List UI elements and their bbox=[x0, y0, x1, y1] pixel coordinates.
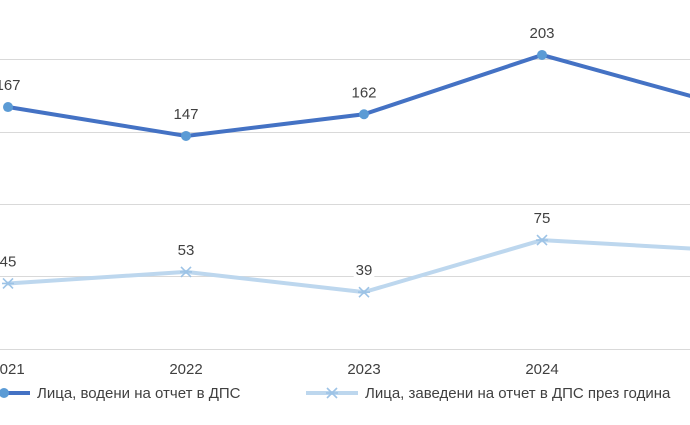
x-tick-label: 2022 bbox=[169, 361, 202, 378]
data-label: 39 bbox=[356, 262, 373, 279]
data-label-background bbox=[527, 22, 557, 41]
data-label-background bbox=[349, 82, 379, 101]
data-point bbox=[180, 266, 192, 278]
data-label-background bbox=[171, 103, 201, 122]
legend-label: Лица, заведени на отчет в ДПС през годин… bbox=[365, 385, 671, 402]
data-label: 162 bbox=[351, 84, 376, 101]
data-label: 75 bbox=[534, 210, 551, 227]
legend-item-2: Лица, заведени на отчет в ДПС през годин… bbox=[306, 385, 671, 402]
legend: Лица, водени на отчет в ДПС Лица, заведен… bbox=[0, 385, 671, 402]
data-label-background bbox=[531, 208, 553, 227]
data-point bbox=[2, 277, 14, 290]
data-label: 45 bbox=[0, 253, 16, 270]
legend-swatch-marker bbox=[0, 388, 9, 398]
series-line-1 bbox=[6, 52, 690, 138]
data-point bbox=[358, 286, 370, 298]
data-point bbox=[537, 49, 547, 60]
series-line-2 bbox=[6, 238, 690, 295]
data-point bbox=[536, 234, 548, 246]
x-tick-label: 2024 bbox=[525, 361, 558, 378]
x-tick-label: 2023 bbox=[347, 361, 380, 378]
gridlines bbox=[0, 59, 690, 350]
legend-label: Лица, водени на отчет в ДПС bbox=[37, 385, 241, 402]
x-tick-label: 2021 bbox=[0, 361, 25, 378]
data-label: 53 bbox=[178, 242, 195, 259]
data-label: 203 bbox=[529, 25, 554, 42]
data-labels: 167 147 162 203 45 53 39 75 bbox=[0, 22, 557, 279]
data-label-background bbox=[0, 75, 23, 94]
data-label-background bbox=[353, 260, 375, 279]
data-point bbox=[3, 102, 13, 113]
data-label-background bbox=[175, 239, 197, 258]
series-lines bbox=[2, 49, 690, 298]
x-axis-tick-labels: 2021 2022 2023 2024 bbox=[0, 361, 559, 378]
legend-item-1: Лица, водени на отчет в ДПС bbox=[0, 385, 241, 402]
data-label: 147 bbox=[173, 106, 198, 123]
data-point bbox=[359, 109, 369, 120]
data-label: 167 bbox=[0, 77, 21, 94]
data-point bbox=[181, 130, 191, 141]
data-label-background bbox=[0, 251, 19, 270]
